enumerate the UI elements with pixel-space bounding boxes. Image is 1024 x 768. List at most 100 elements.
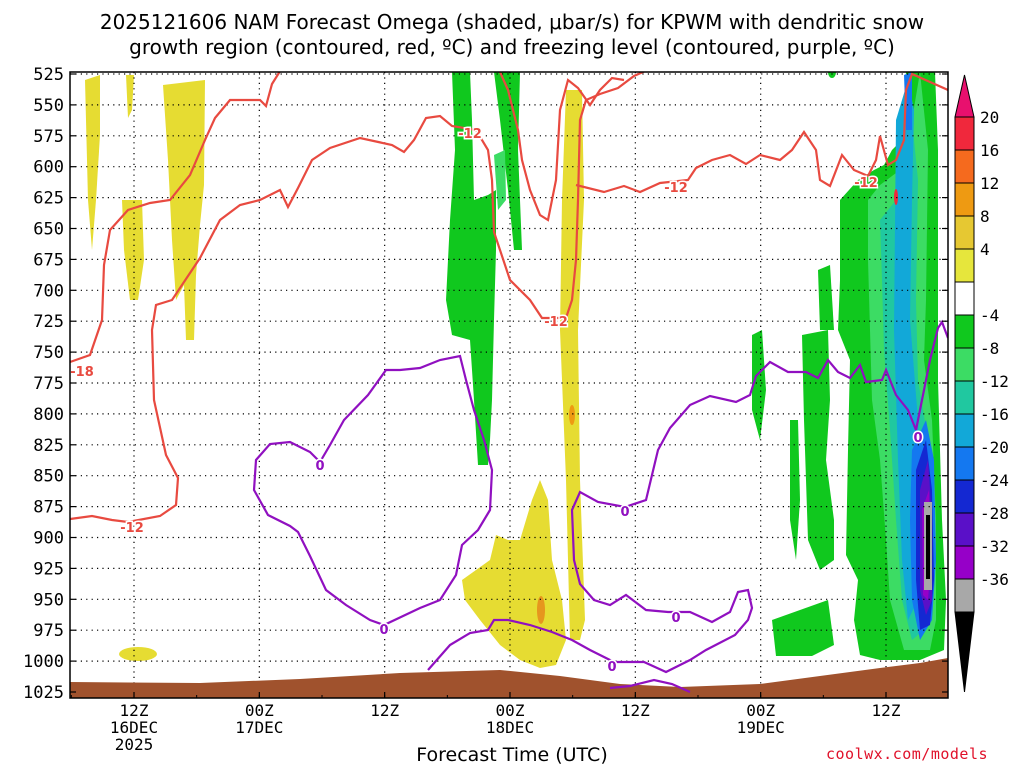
- svg-text:-12: -12: [120, 521, 144, 536]
- y-axis: 525 550 575 600 625 650 675 700 725 750 775 800 825 8…: [23, 65, 948, 703]
- colorbar-segment: [954, 347, 975, 382]
- colorbar-label: -4: [980, 306, 999, 325]
- colorbar-label: 12: [980, 174, 999, 193]
- colorbar: 20 16 12 8 4 -4 -8 -12 -16 -20 -24 -28 -32 -36: [954, 74, 1009, 693]
- x-tick-label: 00Z: [746, 701, 775, 720]
- colorbar-segment: [954, 149, 975, 184]
- colorbar-label: -20: [980, 438, 1009, 457]
- y-tick-label: 975: [33, 621, 64, 641]
- x-tick-label: 12Z: [370, 701, 399, 720]
- colorbar-segment: [954, 413, 975, 448]
- colorbar-segment: [954, 479, 975, 514]
- colorbar-label: -28: [980, 504, 1009, 523]
- omega-shading: [85, 72, 946, 668]
- y-tick-label: 850: [33, 467, 64, 487]
- x-tick-label: 17DEC: [235, 718, 283, 737]
- contour-label: -12: [457, 126, 484, 144]
- colorbar-segment: [954, 512, 975, 547]
- colorbar-segment: [954, 380, 975, 415]
- y-tick-label: 550: [33, 96, 64, 116]
- y-tick-label: 1000: [23, 652, 64, 672]
- colorbar-segment: [954, 182, 975, 217]
- colorbar-segment: [954, 116, 975, 151]
- colorbar-label: 4: [980, 240, 990, 259]
- contour-label: 0: [606, 659, 618, 677]
- colorbar-segment: [954, 545, 975, 580]
- x-tick-label: 00Z: [496, 701, 525, 720]
- y-tick-label: 775: [33, 374, 64, 394]
- y-tick-label: 875: [33, 498, 64, 518]
- colorbar-segment: [954, 314, 975, 349]
- contour-label: 0: [378, 622, 390, 640]
- y-tick-label: 750: [33, 343, 64, 363]
- x-axis-label: Forecast Time (UTC): [416, 744, 608, 766]
- contour-label: 0: [912, 430, 924, 448]
- contour-label: -12: [119, 520, 146, 538]
- colorbar-label: 8: [980, 207, 990, 226]
- y-tick-label: 925: [33, 559, 64, 579]
- svg-text:0: 0: [607, 660, 616, 675]
- colorbar-segment: [954, 281, 975, 316]
- contour-label: 0: [314, 458, 326, 476]
- contour-label: -12: [663, 180, 690, 198]
- chart-title-line1: 2025121606 NAM Forecast Omega (shaded, μ…: [99, 10, 925, 34]
- svg-text:-18: -18: [70, 365, 94, 380]
- colorbar-bottom-arrow: [954, 611, 975, 693]
- freezing-level-contours: [252, 319, 948, 694]
- svg-text:0: 0: [315, 459, 324, 474]
- y-tick-label: 950: [33, 590, 64, 610]
- svg-text:0: 0: [379, 623, 388, 638]
- colorbar-label: -12: [980, 372, 1009, 391]
- plot-frame: [69, 71, 949, 699]
- svg-text:0: 0: [671, 611, 680, 626]
- x-tick-label: 12Z: [621, 701, 650, 720]
- colorbar-label: -36: [980, 570, 1009, 589]
- x-tick-label: 12Z: [872, 701, 901, 720]
- x-tick-label: 19DEC: [737, 718, 785, 737]
- dgz-contours: [70, 72, 948, 524]
- y-tick-label: 525: [33, 65, 64, 85]
- y-tick-label: 575: [33, 127, 64, 147]
- y-tick-label: 900: [33, 529, 64, 549]
- y-tick-label: 650: [33, 220, 64, 240]
- colorbar-segment: [954, 578, 975, 613]
- contour-label: 0: [670, 610, 682, 628]
- x-tick-label: 2025: [115, 735, 154, 754]
- colorbar-label: -8: [980, 339, 999, 358]
- y-tick-label: 1025: [23, 683, 64, 703]
- y-tick-label: 800: [33, 405, 64, 425]
- terrain-fill: [70, 658, 948, 698]
- contour-label: 0: [619, 504, 631, 522]
- colorbar-label: 16: [980, 141, 999, 160]
- x-tick-label: 00Z: [245, 701, 274, 720]
- svg-text:0: 0: [913, 431, 922, 446]
- colorbar-label: -16: [980, 405, 1009, 424]
- colorbar-label: -32: [980, 537, 1009, 556]
- y-tick-label: 625: [33, 189, 64, 209]
- credit-watermark: coolwx.com/models: [826, 745, 989, 763]
- colorbar-label: 20: [980, 108, 999, 127]
- y-tick-label: 700: [33, 281, 64, 301]
- y-tick-label: 600: [33, 158, 64, 178]
- svg-text:-12: -12: [854, 176, 878, 191]
- y-tick-label: 825: [33, 436, 64, 456]
- colorbar-segment: [954, 215, 975, 250]
- contour-label: -18: [69, 364, 96, 382]
- x-tick-label: 16DEC: [110, 718, 158, 737]
- colorbar-segment: [954, 248, 975, 283]
- svg-text:0: 0: [620, 505, 629, 520]
- svg-text:-12: -12: [544, 315, 568, 330]
- svg-text:-12: -12: [664, 181, 688, 196]
- y-tick-label: 675: [33, 250, 64, 270]
- svg-text:-12: -12: [458, 127, 482, 142]
- colorbar-segment: [954, 446, 975, 481]
- contour-label: -12: [543, 314, 570, 332]
- contour-labels: -18 -12 -12 -12 -12 -12 0 0 0 0 0 0: [69, 126, 924, 677]
- colorbar-top-arrow: [954, 74, 975, 118]
- x-tick-label: 18DEC: [486, 718, 534, 737]
- colorbar-label: -24: [980, 471, 1009, 490]
- x-tick-label: 12Z: [120, 701, 149, 720]
- chart-title-line2: growth region (contoured, red, ºC) and f…: [129, 35, 895, 59]
